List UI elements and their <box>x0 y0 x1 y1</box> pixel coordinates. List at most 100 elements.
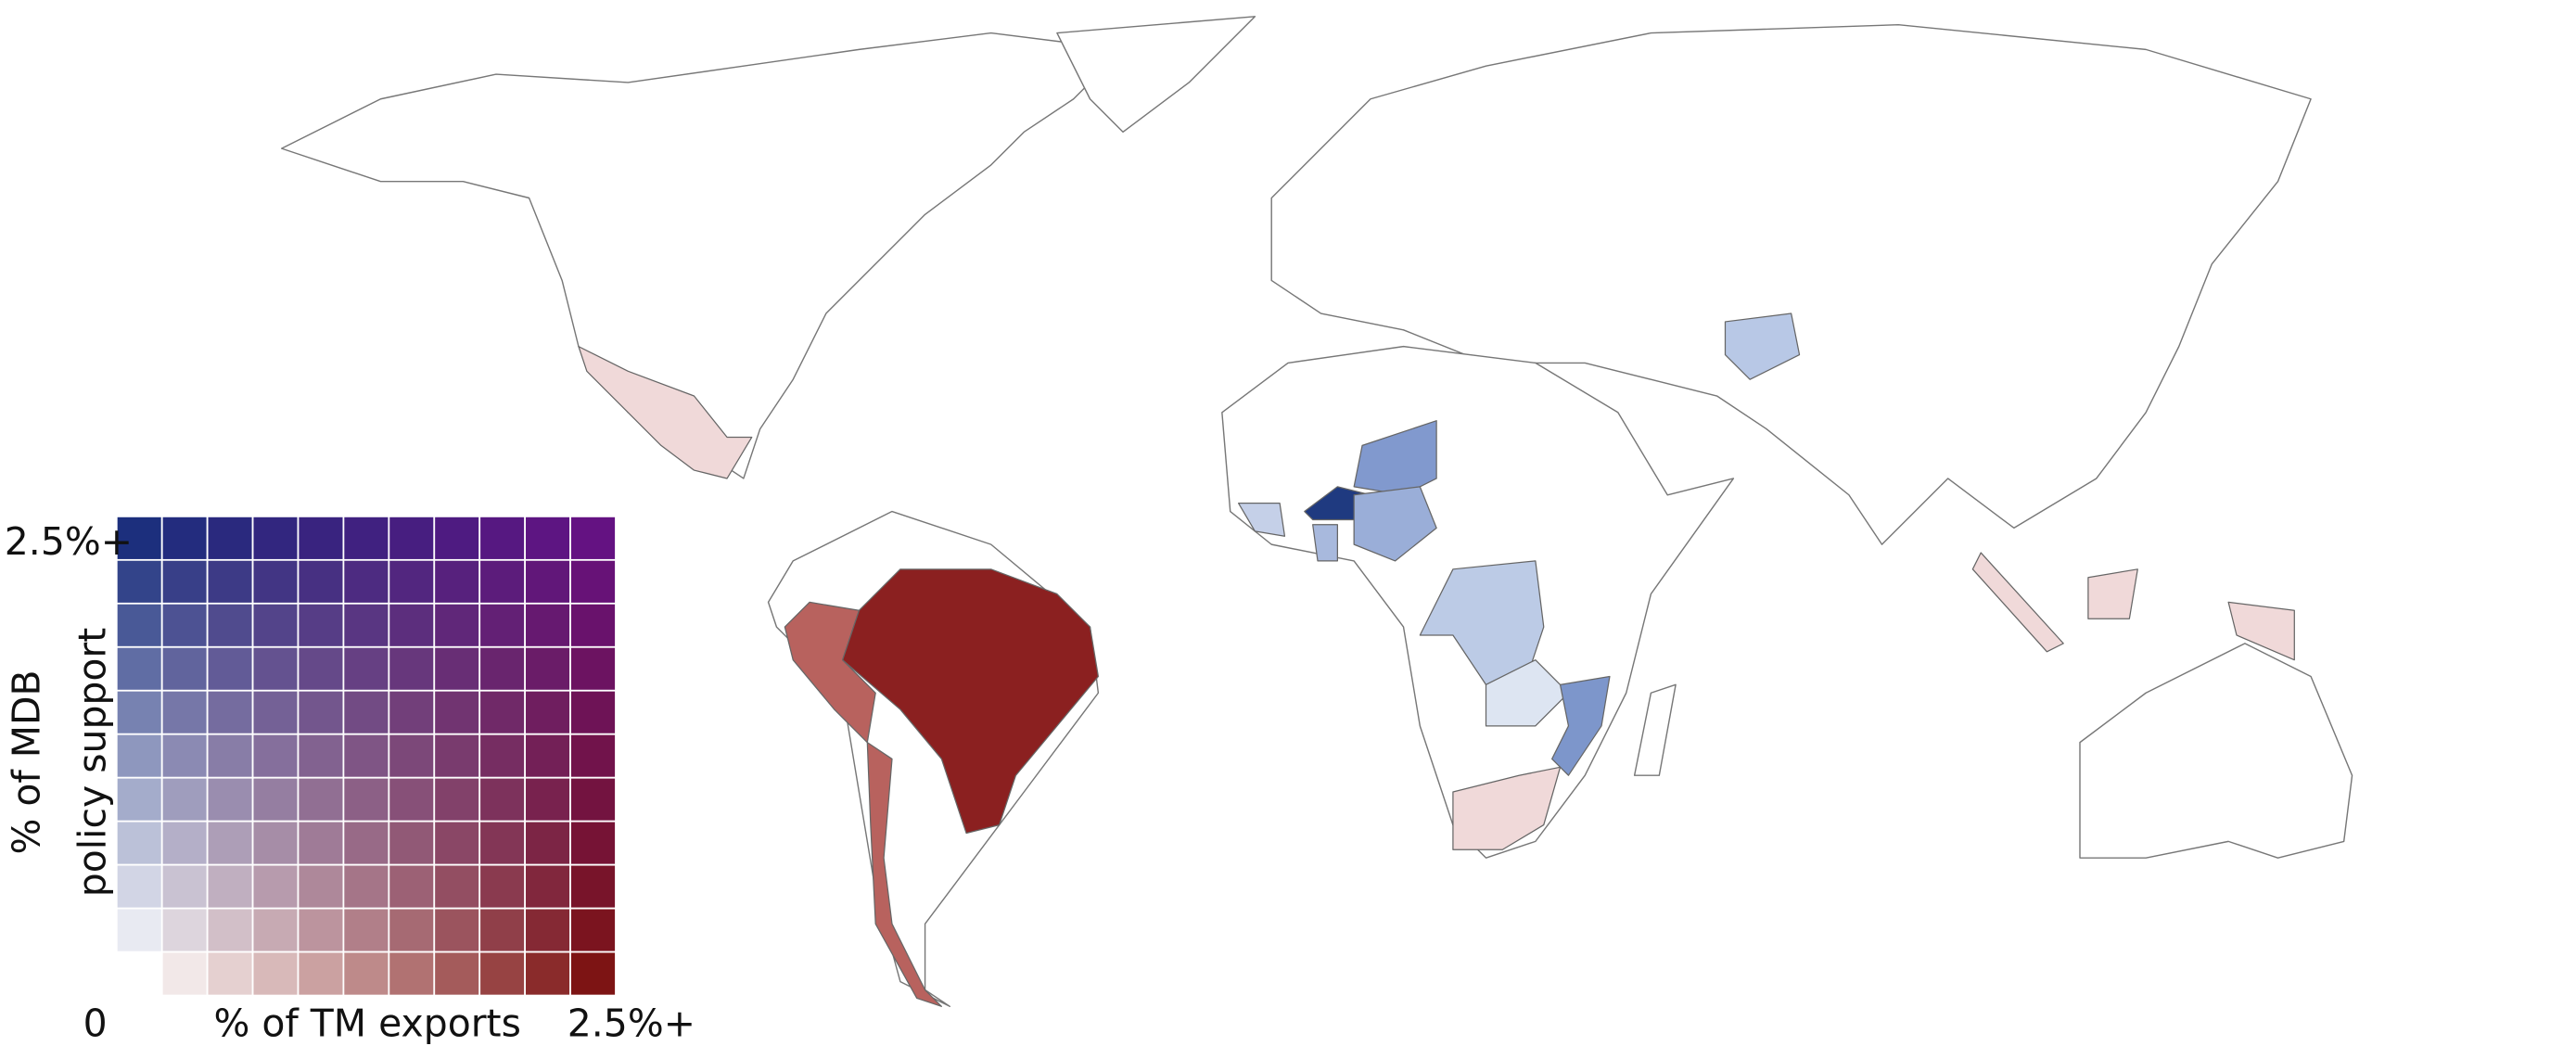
legend-cell <box>160 907 209 953</box>
legend-origin: 0 <box>83 1001 108 1046</box>
legend-cell <box>297 558 345 605</box>
legend-cell <box>115 645 163 692</box>
legend-cell <box>297 689 345 735</box>
legend-cell <box>478 645 527 692</box>
legend-cell <box>160 645 209 692</box>
legend-cell <box>342 689 390 735</box>
legend-cell <box>297 776 345 823</box>
legend-cell <box>524 689 571 735</box>
legend-cell <box>569 602 617 648</box>
legend-cell <box>569 733 617 779</box>
legend-cell <box>160 863 209 910</box>
legend-cell <box>433 733 481 779</box>
legend-cell <box>478 602 527 648</box>
legend-cell <box>342 733 390 779</box>
legend-cell <box>342 645 390 692</box>
legend-cell <box>478 733 527 779</box>
legend-cell <box>160 515 209 561</box>
legend-cell <box>160 950 209 997</box>
legend-cell <box>433 558 481 605</box>
legend-cell <box>478 515 527 561</box>
sierra-leone <box>1238 503 1286 537</box>
legend-cell <box>160 820 209 866</box>
legend-cell <box>115 863 163 910</box>
legend-cell <box>478 907 527 953</box>
legend-cell <box>478 558 527 605</box>
australia <box>2079 643 2353 859</box>
legend-cell <box>342 950 390 997</box>
north-america <box>280 32 1124 479</box>
chile <box>866 742 942 1007</box>
afghanistan <box>1724 313 1801 380</box>
legend-cell <box>251 645 300 692</box>
legend-cell <box>524 776 571 823</box>
legend-cell <box>297 515 345 561</box>
legend-cell <box>524 863 571 910</box>
legend-cell <box>569 515 617 561</box>
legend-grid <box>115 515 617 997</box>
legend-cell <box>342 907 390 953</box>
legend-cell <box>433 515 481 561</box>
legend-cell <box>297 863 345 910</box>
legend-cell <box>297 907 345 953</box>
legend-cell <box>524 950 571 997</box>
legend-cell <box>160 733 209 779</box>
legend-cell <box>524 515 571 561</box>
legend-cell <box>160 602 209 648</box>
legend-cell <box>206 602 254 648</box>
mexico <box>578 346 753 479</box>
legend-cell <box>388 820 436 866</box>
sumatra <box>1971 552 2064 653</box>
legend-cell <box>388 776 436 823</box>
legend-cell <box>206 820 254 866</box>
legend-cell <box>206 689 254 735</box>
greenland <box>1056 16 1256 134</box>
legend-cell <box>388 602 436 648</box>
legend-cell <box>206 776 254 823</box>
legend-cell <box>569 907 617 953</box>
legend-cell <box>115 689 163 735</box>
legend-cell <box>388 645 436 692</box>
dr-congo <box>1419 560 1545 685</box>
legend-cell <box>206 515 254 561</box>
legend-cell <box>388 558 436 605</box>
legend-cell <box>251 863 300 910</box>
legend-cell <box>478 863 527 910</box>
ghana <box>1312 524 1338 562</box>
legend-cell <box>433 645 481 692</box>
legend-cell <box>206 558 254 605</box>
legend-cell <box>569 558 617 605</box>
legend-cell <box>433 863 481 910</box>
legend-cell <box>478 820 527 866</box>
legend-cell <box>251 950 300 997</box>
legend-cell <box>342 558 390 605</box>
legend-cell <box>115 558 163 605</box>
legend-cell <box>251 907 300 953</box>
legend-cell <box>524 558 571 605</box>
peru <box>784 601 876 744</box>
legend-cell <box>433 820 481 866</box>
legend-cell <box>297 820 345 866</box>
brazil <box>841 568 1100 835</box>
legend-cell <box>433 602 481 648</box>
legend-y-max: 2.5%+ <box>5 519 133 564</box>
south-africa <box>1452 766 1562 850</box>
legend-cell <box>160 558 209 605</box>
legend-cell <box>297 645 345 692</box>
mozambique <box>1551 675 1611 776</box>
legend-cell <box>206 863 254 910</box>
legend-cell <box>297 950 345 997</box>
legend-cell <box>433 689 481 735</box>
highlighted-countries <box>578 313 2295 1007</box>
legend-cell <box>524 645 571 692</box>
legend-cell <box>251 558 300 605</box>
legend-cell <box>297 602 345 648</box>
legend-cell <box>342 602 390 648</box>
legend-cell <box>342 820 390 866</box>
legend-x-max: 2.5%+ <box>567 1001 695 1046</box>
legend-cell <box>342 515 390 561</box>
legend-cell <box>342 863 390 910</box>
legend-cell <box>388 733 436 779</box>
legend-y-title: % of MDB <box>4 670 48 854</box>
